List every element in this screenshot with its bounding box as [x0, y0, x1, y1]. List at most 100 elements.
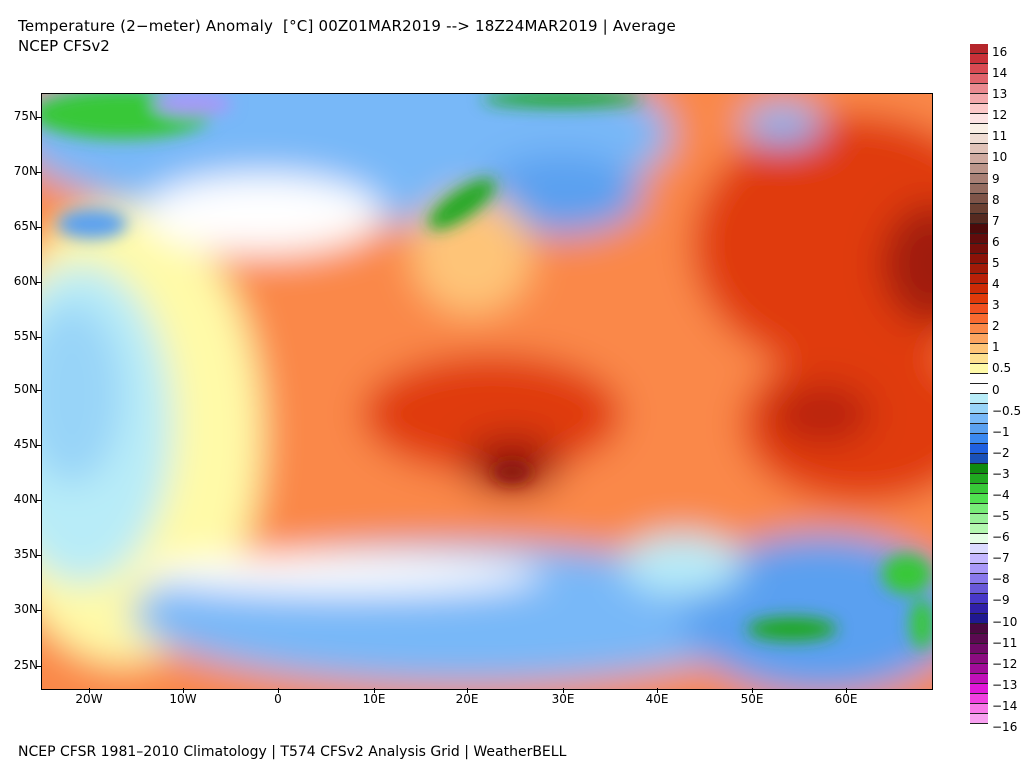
- colorbar-cell: [970, 444, 988, 454]
- colorbar-label: −1: [992, 424, 1010, 439]
- colorbar-cell: [970, 164, 988, 174]
- lat-tick: [36, 282, 41, 283]
- colorbar-cell: [970, 644, 988, 654]
- colorbar-label: −8: [992, 572, 1010, 587]
- colorbar-cell: [970, 374, 988, 384]
- colorbar-cell: [970, 464, 988, 474]
- colorbar-cell: [970, 434, 988, 444]
- colorbar-cell: [970, 694, 988, 704]
- colorbar-cell: [970, 264, 988, 274]
- model-name: NCEP CFSv2: [18, 37, 110, 55]
- footer-credits: NCEP CFSR 1981–2010 Climatology | T574 C…: [18, 744, 567, 760]
- colorbar-cell: [970, 634, 988, 644]
- anomaly-patch: [362, 354, 622, 474]
- anomaly-patch: [42, 304, 122, 484]
- colorbar-cell: [970, 384, 988, 394]
- lat-label: 30N: [13, 602, 38, 616]
- colorbar-label: −2: [992, 445, 1010, 460]
- colorbar-cell: [970, 624, 988, 634]
- anomaly-patch: [428, 178, 496, 230]
- colorbar: [970, 44, 988, 724]
- colorbar-cell: [970, 504, 988, 514]
- colorbar-cell: [970, 394, 988, 404]
- colorbar-cell: [970, 534, 988, 544]
- lon-tick: [657, 688, 658, 693]
- colorbar-label: −14: [992, 698, 1018, 713]
- colorbar-label: −16: [992, 720, 1018, 734]
- lat-label: 65N: [13, 219, 38, 233]
- anomaly-field: [42, 94, 932, 689]
- colorbar-cell: [970, 654, 988, 664]
- lat-tick: [36, 227, 41, 228]
- colorbar-cell: [970, 564, 988, 574]
- colorbar-cell: [970, 314, 988, 324]
- colorbar-cell: [970, 204, 988, 214]
- colorbar-cell: [970, 224, 988, 234]
- lon-tick: [467, 688, 468, 693]
- colorbar-cell: [970, 174, 988, 184]
- anomaly-patch: [772, 384, 872, 444]
- colorbar-cell: [970, 454, 988, 464]
- colorbar-cell: [970, 94, 988, 104]
- colorbar-cell: [970, 674, 988, 684]
- anomaly-patch: [482, 154, 642, 234]
- colorbar-cell: [970, 234, 988, 244]
- lon-label: 60E: [834, 692, 858, 706]
- colorbar-cell: [970, 554, 988, 564]
- anomaly-patch: [57, 209, 127, 239]
- lon-label: 20E: [455, 692, 479, 706]
- colorbar-cell: [970, 154, 988, 164]
- anomaly-patch: [142, 174, 382, 254]
- colorbar-label: −7: [992, 551, 1010, 566]
- colorbar-cell: [970, 414, 988, 424]
- colorbar-cell: [970, 144, 988, 154]
- colorbar-label: −9: [992, 593, 1010, 608]
- lon-tick: [752, 688, 753, 693]
- colorbar-label: −0.5: [992, 403, 1022, 418]
- lat-tick: [36, 555, 41, 556]
- lat-label: 50N: [13, 382, 38, 396]
- colorbar-label: −11: [992, 635, 1018, 650]
- colorbar-label: −6: [992, 530, 1010, 545]
- lat-label: 45N: [13, 437, 38, 451]
- colorbar-cell: [970, 324, 988, 334]
- lat-tick: [36, 172, 41, 173]
- lon-tick: [278, 688, 279, 693]
- colorbar-cell: [970, 684, 988, 694]
- lat-label: 25N: [13, 658, 38, 672]
- colorbar-label: 13: [992, 87, 1008, 102]
- colorbar-cell: [970, 304, 988, 314]
- colorbar-cell: [970, 604, 988, 614]
- colorbar-label: −5: [992, 509, 1010, 524]
- colorbar-label: 2: [992, 319, 1000, 334]
- lat-tick: [36, 666, 41, 667]
- lat-label: 70N: [13, 164, 38, 178]
- lon-label: 10W: [169, 692, 197, 706]
- colorbar-cell: [970, 84, 988, 94]
- colorbar-label: −3: [992, 466, 1010, 481]
- colorbar-label: −10: [992, 614, 1018, 629]
- colorbar-cell: [970, 584, 988, 594]
- colorbar-cell: [970, 474, 988, 484]
- lat-tick: [36, 445, 41, 446]
- colorbar-label: 3: [992, 298, 1000, 313]
- lat-label: 55N: [13, 329, 38, 343]
- colorbar-cell: [970, 184, 988, 194]
- colorbar-cell: [970, 244, 988, 254]
- lat-tick: [36, 610, 41, 611]
- lon-tick: [374, 688, 375, 693]
- colorbar-label: 8: [992, 192, 1000, 207]
- lon-tick: [183, 688, 184, 693]
- colorbar-cell: [970, 194, 988, 204]
- colorbar-label: 5: [992, 255, 1000, 270]
- colorbar-cell: [970, 524, 988, 534]
- colorbar-cell: [970, 284, 988, 294]
- lon-label: 20W: [75, 692, 103, 706]
- colorbar-cell: [970, 424, 988, 434]
- colorbar-cell: [970, 704, 988, 714]
- colorbar-cell: [970, 54, 988, 64]
- colorbar-label: 6: [992, 234, 1000, 249]
- colorbar-cell: [970, 484, 988, 494]
- lat-label: 35N: [13, 547, 38, 561]
- anomaly-patch: [882, 554, 932, 594]
